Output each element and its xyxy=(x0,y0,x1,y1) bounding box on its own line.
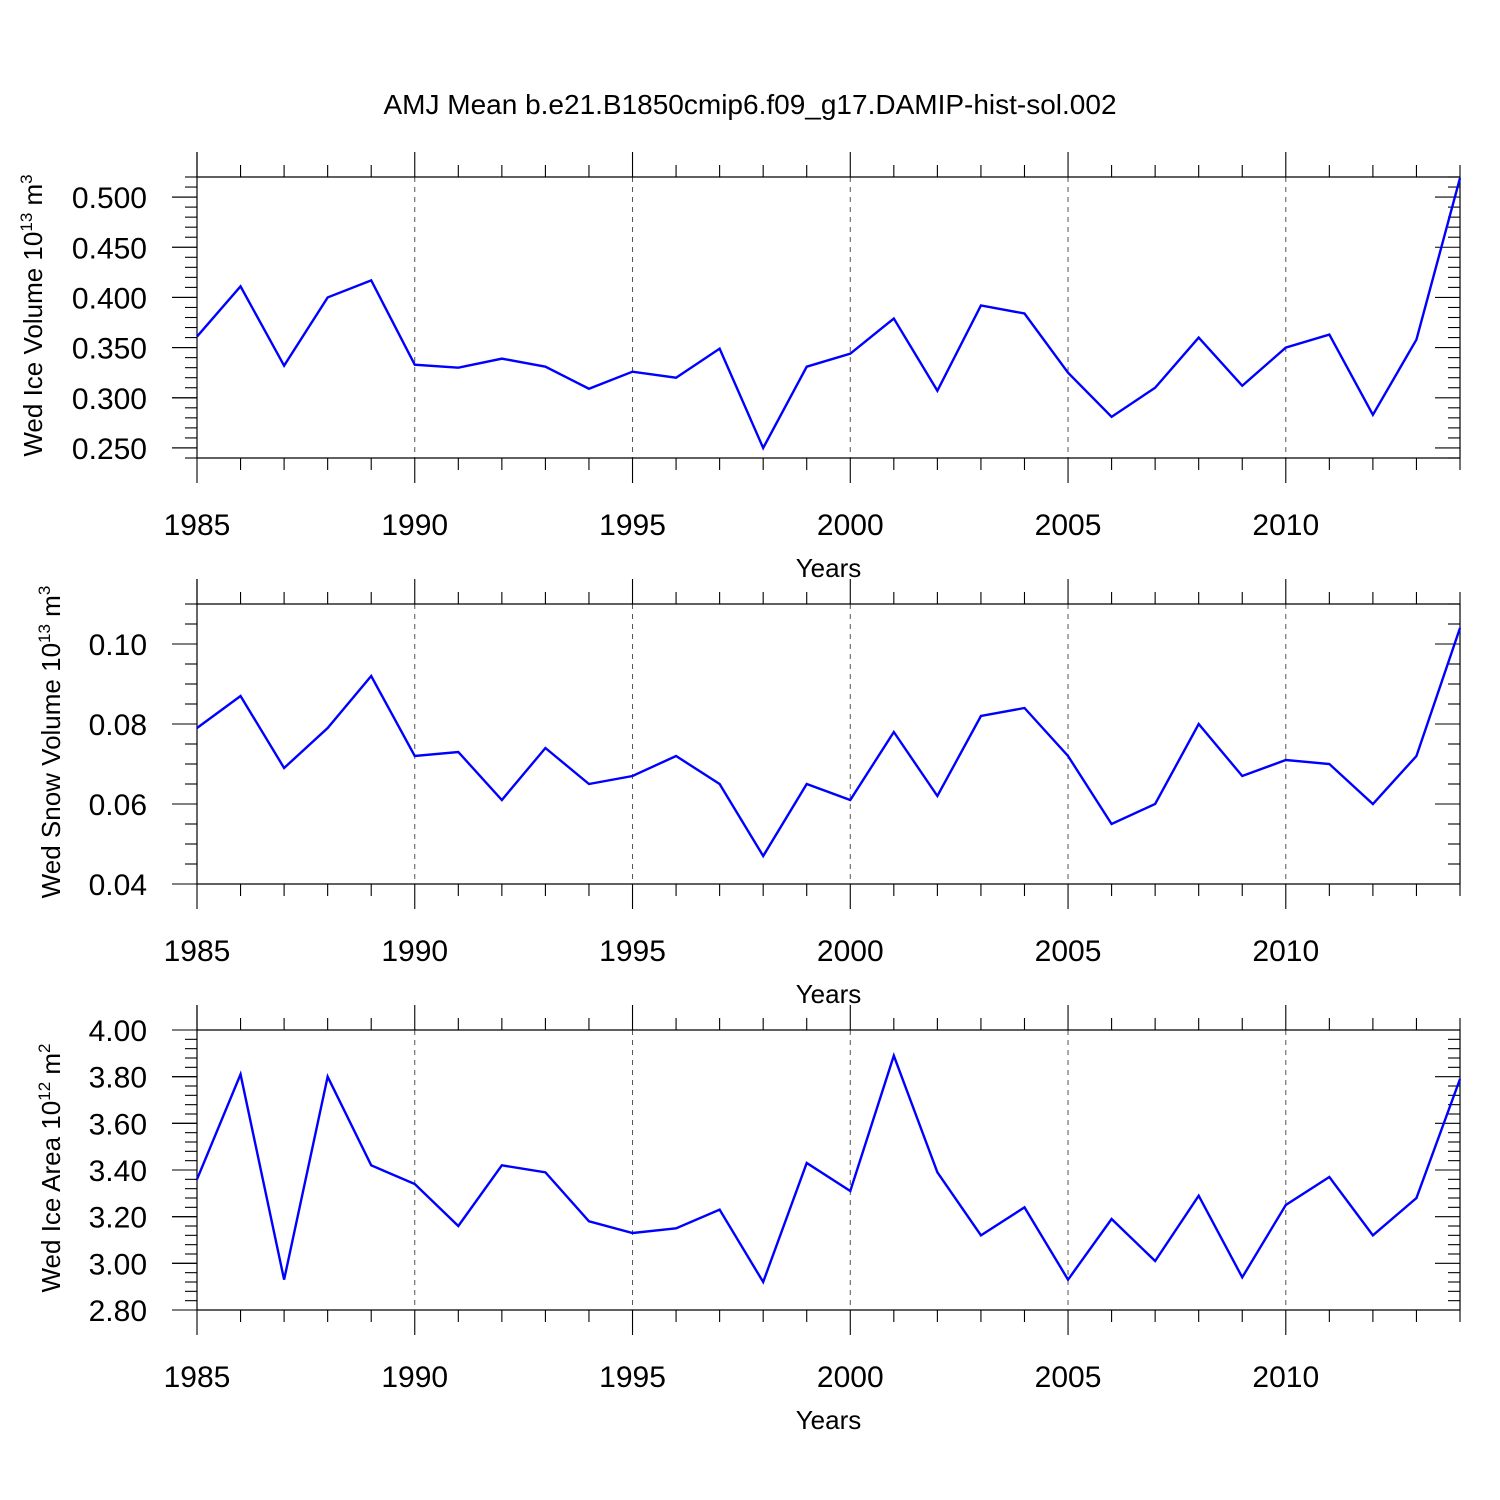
panel1-xtick-label: 2005 xyxy=(1035,509,1102,542)
panel1-ytick-label: 0.250 xyxy=(72,433,147,466)
panel1-x-axis-title: Years xyxy=(796,553,862,583)
panel1-y-axis-title: Wed Ice Volume 1013 m3 xyxy=(17,174,48,456)
panel1-ytick-label: 0.300 xyxy=(72,383,147,416)
panel2-xtick-label: 1995 xyxy=(599,935,666,968)
panel3-xtick-label: 2000 xyxy=(817,1361,884,1394)
panel2-xtick-label: 2010 xyxy=(1252,935,1319,968)
panel2-x-axis-title: Years xyxy=(796,979,862,1009)
panel3-ytick-label: 3.40 xyxy=(89,1155,147,1188)
panel2-ytick-label: 0.08 xyxy=(89,709,147,742)
panel2-xtick-label: 2000 xyxy=(817,935,884,968)
snow-volume-panel: 1985 1990 1995 2000 2005 2010 Years 0.04 0.06 0.0… xyxy=(35,579,1462,1009)
panel1-xtick-label: 1990 xyxy=(381,509,448,542)
panel3-series-line xyxy=(195,1052,1462,1285)
panel3-ytick-label: 3.80 xyxy=(89,1062,147,1095)
panel3-xtick-label: 1985 xyxy=(164,1361,231,1394)
panel3-ytick-label: 4.00 xyxy=(89,1015,147,1048)
panel3-y-axis-title: Wed Ice Area 1012 m2 xyxy=(35,1043,66,1292)
panel2-ytick-label: 0.10 xyxy=(89,629,147,662)
panel1-xtick-label: 1985 xyxy=(164,509,231,542)
panel2-ytick-label: 0.06 xyxy=(89,789,147,822)
panel1-series-line xyxy=(196,177,1462,451)
panel1-ytick-label: 0.450 xyxy=(72,232,147,265)
panel1-ytick-label: 0.350 xyxy=(72,333,147,366)
panel3-ytick-label: 2.80 xyxy=(89,1295,147,1328)
panel3-xtick-label: 1995 xyxy=(599,1361,666,1394)
panel1-xtick-label: 2010 xyxy=(1252,509,1319,542)
panel3-ytick-label: 3.00 xyxy=(89,1248,147,1281)
panel2-ytick-label: 0.04 xyxy=(89,869,147,902)
panel3-xtick-label: 2005 xyxy=(1035,1361,1102,1394)
panel3-xtick-label: 2010 xyxy=(1252,1361,1319,1394)
panel3-ytick-label: 3.20 xyxy=(89,1202,147,1235)
panel2-xtick-label: 1985 xyxy=(164,935,231,968)
panel2-xtick-label: 1990 xyxy=(381,935,448,968)
panel3-ytick-label: 3.60 xyxy=(89,1108,147,1141)
panel1-ytick-label: 0.400 xyxy=(72,282,147,315)
ice-volume-panel: 1985 1990 1995 2000 2005 2010 Years 0.250 0.300 0… xyxy=(17,152,1462,583)
ice-area-panel: 1985 1990 1995 2000 2005 2010 Years 2.80 3.00 3.2… xyxy=(35,1005,1462,1435)
panel2-series-line xyxy=(196,627,1462,859)
panel1-ytick-label: 0.500 xyxy=(72,182,147,215)
panel3-xtick-label: 1990 xyxy=(381,1361,448,1394)
panel3-x-axis-title: Years xyxy=(796,1405,862,1435)
figure-title: AMJ Mean b.e21.B1850cmip6.f09_g17.DAMIP-… xyxy=(383,89,1116,120)
panel1-xtick-label: 2000 xyxy=(817,509,884,542)
panel2-xtick-label: 2005 xyxy=(1035,935,1102,968)
panel2-y-axis-title: Wed Snow Volume 1013 m3 xyxy=(35,586,66,899)
panel1-xtick-label: 1995 xyxy=(599,509,666,542)
